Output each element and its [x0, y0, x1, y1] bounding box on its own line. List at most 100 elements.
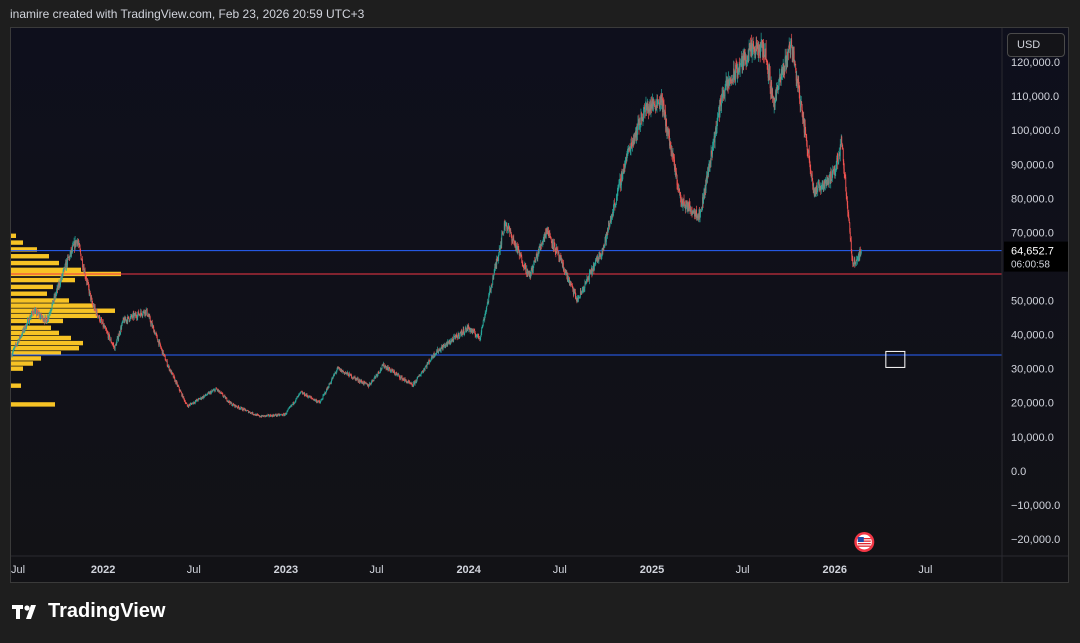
- candle-body: [583, 289, 585, 291]
- candle-body: [187, 406, 189, 407]
- candle-body: [79, 243, 81, 248]
- candle-body: [24, 325, 26, 330]
- candle-body: [86, 279, 88, 283]
- candle-body: [808, 150, 810, 154]
- candle-body: [72, 246, 73, 251]
- candle-body: [57, 287, 58, 290]
- candle-body: [436, 351, 438, 354]
- candle-body: [231, 403, 233, 406]
- price-chart[interactable]: 120,000.0110,000.0100,000.090,000.080,00…: [11, 28, 1068, 582]
- candle-body: [77, 241, 79, 244]
- candle-body: [754, 47, 756, 52]
- x-tick-label: 2023: [274, 564, 298, 576]
- candle-body: [248, 411, 250, 413]
- y-tick-label: 20,000.0: [1011, 398, 1054, 410]
- candle-body: [292, 404, 293, 405]
- candle-body: [809, 164, 811, 170]
- candle-body: [457, 335, 459, 339]
- candle-body: [329, 383, 331, 385]
- candle-body: [88, 287, 90, 294]
- candle-body: [339, 368, 340, 370]
- candle-body: [256, 414, 258, 415]
- candle-body: [414, 382, 416, 385]
- candle-body: [773, 98, 775, 107]
- candle-body: [68, 256, 70, 258]
- candle-body: [473, 330, 475, 331]
- candle-body: [401, 376, 402, 377]
- candle-body: [205, 395, 207, 396]
- candle-body: [222, 395, 224, 397]
- candle-body: [415, 380, 417, 382]
- candle-body: [621, 172, 622, 186]
- candle-body: [824, 182, 826, 186]
- candle-body: [223, 395, 225, 397]
- candle-body: [568, 277, 570, 280]
- candle-body: [139, 314, 141, 317]
- candle-body: [381, 368, 382, 370]
- candle-body: [352, 377, 353, 379]
- candle-body: [324, 393, 325, 395]
- candle-body: [164, 355, 166, 361]
- candle-body: [411, 383, 413, 386]
- candle-body: [400, 376, 401, 379]
- candle-body: [555, 247, 557, 253]
- candle-body: [517, 247, 519, 250]
- candle-body: [303, 392, 305, 395]
- candle-body: [591, 268, 593, 274]
- candle-body: [186, 404, 188, 407]
- candle-body: [40, 313, 42, 317]
- candle-body: [228, 400, 230, 403]
- candle-body: [631, 144, 633, 147]
- candle-body: [19, 336, 20, 340]
- candle-body: [538, 246, 540, 251]
- candle-body: [745, 56, 747, 60]
- candle-body: [765, 48, 767, 60]
- candle-body: [814, 191, 816, 196]
- candle-body: [27, 319, 29, 321]
- candle-body: [242, 408, 244, 411]
- candle-body: [592, 264, 594, 270]
- candle-body: [475, 335, 477, 337]
- candle-body: [533, 260, 535, 262]
- candle-body: [341, 369, 342, 373]
- currency-button[interactable]: USD: [1007, 33, 1065, 57]
- candle-body: [659, 102, 660, 108]
- candle-body: [406, 381, 407, 383]
- candle-body: [772, 93, 774, 99]
- candle-body: [205, 394, 207, 396]
- candle-body: [150, 321, 152, 325]
- candle-body: [380, 368, 381, 372]
- candle-body: [825, 180, 827, 183]
- candle-body: [243, 409, 245, 411]
- candle-body: [238, 408, 240, 409]
- candle-body: [403, 378, 404, 380]
- candle-body: [442, 345, 444, 350]
- candle-body: [544, 232, 546, 238]
- candle-body: [209, 392, 211, 394]
- candle-body: [146, 309, 148, 310]
- candle-body: [380, 368, 382, 370]
- tradingview-logo[interactable]: TradingView: [12, 600, 165, 623]
- candle-body: [293, 403, 295, 405]
- candle-body: [78, 243, 80, 245]
- candle-body: [249, 412, 251, 414]
- candle-body: [258, 415, 260, 417]
- candle-body: [728, 78, 729, 87]
- candle-body: [604, 240, 606, 245]
- chart-pane[interactable]: 120,000.0 110,000.0 100,000.0 90,000.0 80,00…: [10, 27, 1069, 583]
- candle-body: [718, 113, 719, 116]
- candle-body: [21, 334, 23, 336]
- candle-body: [314, 399, 315, 400]
- candle-body: [750, 44, 752, 52]
- candle-body: [49, 312, 51, 314]
- candle-body: [191, 403, 193, 405]
- candle-body: [774, 101, 776, 107]
- candle-body: [573, 290, 575, 295]
- candle-body: [187, 406, 189, 407]
- candle-body: [364, 381, 366, 383]
- candle-body: [317, 401, 319, 403]
- us-flag-stripe: [857, 540, 871, 542]
- candle-body: [848, 214, 850, 220]
- candle-body: [65, 262, 66, 265]
- candle-body: [86, 281, 88, 283]
